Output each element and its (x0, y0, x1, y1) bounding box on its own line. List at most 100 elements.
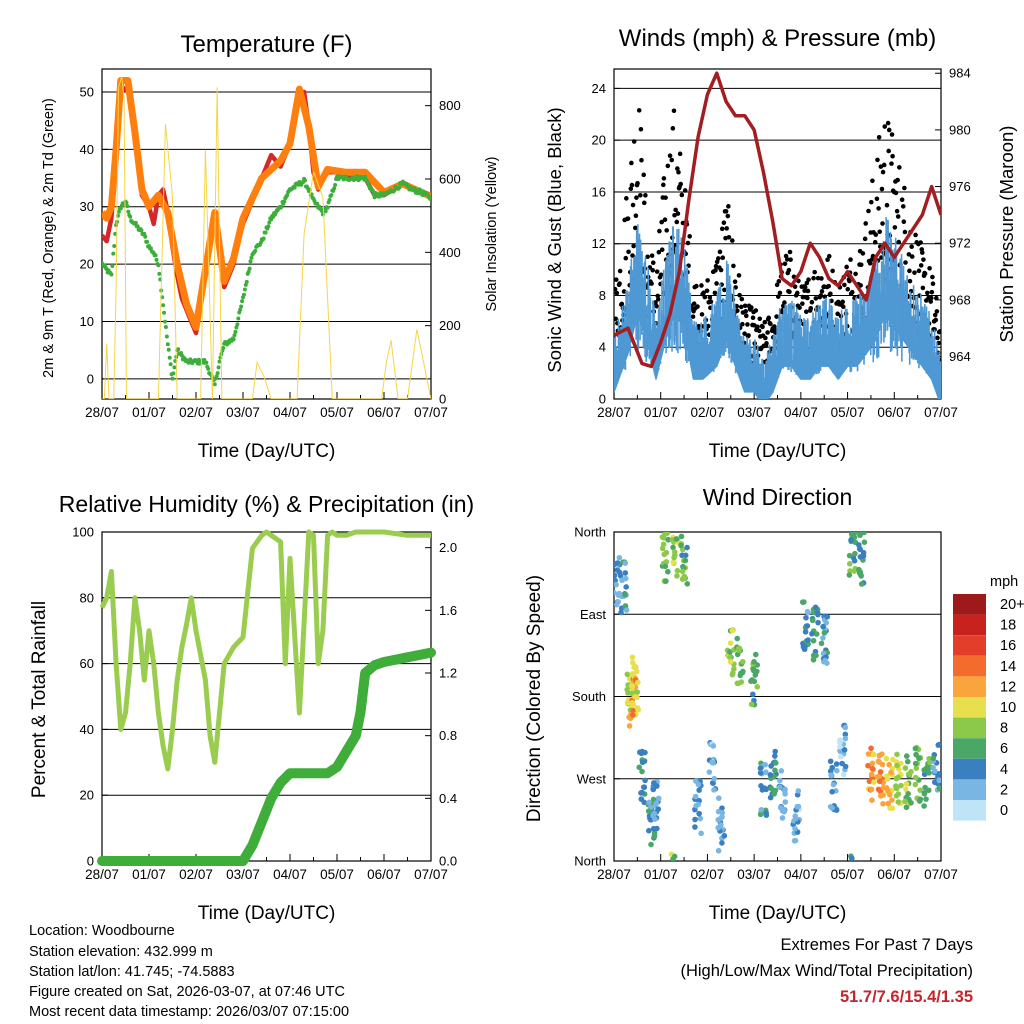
gust-point (930, 274, 935, 280)
direction-point (749, 691, 756, 698)
direction-point (616, 554, 623, 561)
direction-point (636, 764, 643, 771)
direction-point (824, 613, 831, 620)
gust-point (630, 202, 636, 208)
direction-point (641, 799, 647, 806)
direction-point (767, 772, 774, 778)
direction-point (692, 824, 698, 830)
gust-point (663, 195, 668, 200)
gust-point (742, 303, 748, 309)
gust-point (617, 281, 622, 286)
gust-point (825, 257, 830, 263)
direction-point (684, 581, 691, 587)
direction-point (876, 778, 883, 785)
direction-point (842, 763, 849, 770)
direction-point (912, 781, 919, 788)
gust-point (714, 281, 719, 286)
direction-point (719, 840, 725, 846)
y2-tick-label: 0 (439, 392, 446, 407)
direction-point (856, 542, 862, 548)
gust-point (649, 281, 654, 286)
direction-point (659, 545, 666, 552)
direction-point (904, 758, 911, 765)
direction-point (740, 668, 746, 675)
direction-point (779, 815, 786, 821)
direction-point (795, 788, 802, 794)
direction-point (622, 575, 629, 582)
gust-point (726, 204, 731, 209)
gust-point (800, 301, 805, 306)
gust-point (756, 328, 762, 334)
gust-point (750, 315, 756, 321)
gust-point (842, 282, 847, 288)
td-point (214, 374, 219, 379)
direction-point (923, 796, 929, 802)
direction-point (880, 800, 886, 807)
gust-point (737, 292, 742, 298)
y2-tick-label: 200 (439, 318, 461, 333)
td-point (267, 220, 272, 225)
gust-point (732, 279, 738, 284)
gust-point (624, 196, 629, 201)
gust-point (896, 239, 902, 245)
legend-title: mph (990, 574, 1018, 590)
chart-title: Temperature (F) (180, 31, 352, 58)
y-axis-label: Sonic Wind & Gust (Blue, Black) (544, 107, 565, 372)
direction-point (734, 635, 741, 642)
direction-point (623, 607, 630, 613)
direction-point (614, 601, 620, 608)
direction-point (752, 672, 759, 678)
td-point (329, 193, 334, 198)
gust-point (638, 192, 643, 198)
td-point (204, 360, 209, 365)
direction-point (693, 802, 699, 809)
direction-point (659, 534, 666, 540)
direction-point (727, 659, 734, 665)
legend-swatch (953, 635, 986, 656)
gust-point (704, 288, 710, 294)
direction-point (777, 777, 783, 784)
gust-point (909, 244, 914, 250)
gust-point (650, 267, 655, 273)
direction-point (884, 773, 890, 779)
direction-point (655, 806, 662, 812)
direction-point (810, 656, 817, 663)
td-point (161, 303, 166, 308)
gust-point (639, 157, 644, 163)
gust-point (792, 284, 798, 289)
extremes-values: 51.7/7.6/15.4/1.35 (839, 988, 973, 1006)
td-point (363, 174, 368, 179)
y2-tick-label: 600 (439, 172, 461, 187)
direction-point (740, 658, 746, 665)
gust-point (643, 193, 648, 198)
gust-point (903, 260, 908, 265)
series-relative-humidity (99, 529, 431, 772)
gust-point (633, 225, 638, 231)
x-tick-label: 03/07 (737, 405, 771, 420)
direction-point (638, 790, 644, 796)
y-tick-label: 20 (592, 133, 606, 148)
direction-point (678, 542, 684, 549)
direction-point (632, 663, 638, 670)
x-tick-label: 06/07 (367, 867, 401, 882)
gust-point (628, 186, 634, 192)
gust-point (934, 309, 940, 314)
gust-point (687, 234, 692, 239)
series-group (97, 529, 436, 866)
direction-point (812, 604, 819, 611)
direction-point (654, 825, 660, 832)
direction-point (754, 684, 761, 690)
x-tick-label: 02/07 (691, 405, 725, 420)
gust-point (682, 188, 688, 193)
gust-point (808, 305, 814, 311)
direction-point (759, 787, 766, 793)
direction-point (857, 546, 863, 553)
legend-label: 4 (1000, 762, 1008, 778)
direction-point (869, 760, 876, 767)
direction-point (804, 623, 811, 629)
legend-swatch (953, 594, 986, 615)
x-tick-label: 04/07 (273, 405, 307, 420)
gust-point (712, 290, 718, 296)
gust-point (745, 322, 750, 327)
